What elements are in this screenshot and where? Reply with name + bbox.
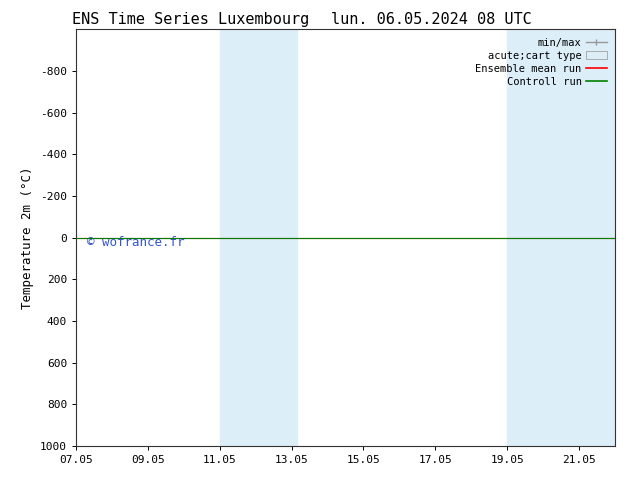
Y-axis label: Temperature 2m (°C): Temperature 2m (°C) <box>22 167 34 309</box>
Legend: min/max, acute;cart type, Ensemble mean run, Controll run: min/max, acute;cart type, Ensemble mean … <box>472 35 610 90</box>
Text: © wofrance.fr: © wofrance.fr <box>87 236 184 248</box>
Text: ENS Time Series Luxembourg: ENS Time Series Luxembourg <box>72 12 309 27</box>
Bar <box>507 29 615 446</box>
Bar <box>220 29 297 446</box>
Text: lun. 06.05.2024 08 UTC: lun. 06.05.2024 08 UTC <box>331 12 531 27</box>
